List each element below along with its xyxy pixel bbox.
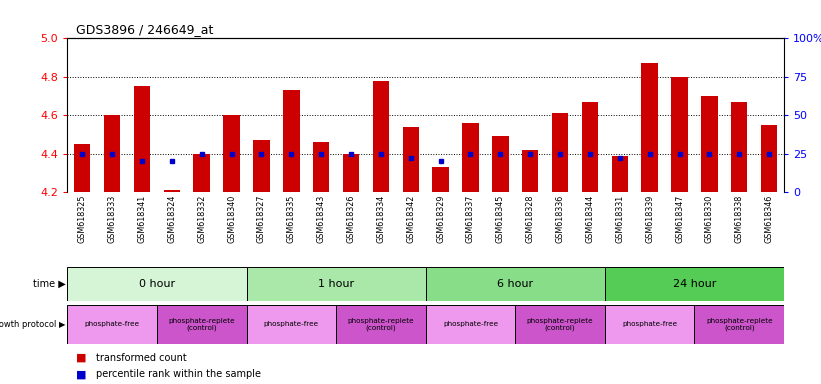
Text: growth protocol ▶: growth protocol ▶: [0, 320, 66, 329]
Bar: [157, 305, 246, 344]
Text: 6 hour: 6 hour: [498, 279, 534, 289]
Bar: [246, 267, 425, 301]
Bar: [516, 305, 605, 344]
Bar: [582, 102, 599, 192]
Bar: [104, 115, 121, 192]
Text: phosphate-free: phosphate-free: [264, 321, 319, 328]
Bar: [373, 81, 389, 192]
Text: 24 hour: 24 hour: [672, 279, 716, 289]
Bar: [194, 154, 210, 192]
Bar: [701, 96, 718, 192]
Text: transformed count: transformed count: [96, 353, 187, 363]
Bar: [731, 102, 747, 192]
Bar: [522, 150, 539, 192]
Bar: [605, 267, 784, 301]
Bar: [223, 115, 240, 192]
Bar: [283, 90, 300, 192]
Bar: [492, 136, 508, 192]
Text: phosphate-free: phosphate-free: [622, 321, 677, 328]
Bar: [462, 123, 479, 192]
Bar: [313, 142, 329, 192]
Bar: [343, 154, 360, 192]
Text: ■: ■: [76, 353, 86, 363]
Bar: [67, 305, 157, 344]
Text: ■: ■: [76, 369, 86, 379]
Bar: [253, 140, 269, 192]
Bar: [425, 305, 516, 344]
Bar: [336, 305, 425, 344]
Text: 1 hour: 1 hour: [318, 279, 354, 289]
Bar: [761, 125, 777, 192]
Bar: [402, 127, 419, 192]
Text: phosphate-free: phosphate-free: [443, 321, 498, 328]
Text: 0 hour: 0 hour: [139, 279, 175, 289]
Bar: [425, 267, 605, 301]
Bar: [74, 144, 90, 192]
Bar: [605, 305, 695, 344]
Bar: [695, 305, 784, 344]
Bar: [672, 77, 688, 192]
Text: phosphate-replete
(control): phosphate-replete (control): [347, 318, 415, 331]
Bar: [433, 167, 449, 192]
Text: percentile rank within the sample: percentile rank within the sample: [96, 369, 261, 379]
Text: phosphate-replete
(control): phosphate-replete (control): [706, 318, 773, 331]
Bar: [552, 113, 568, 192]
Bar: [612, 156, 628, 192]
Bar: [246, 305, 336, 344]
Bar: [67, 267, 246, 301]
Text: phosphate-replete
(control): phosphate-replete (control): [527, 318, 594, 331]
Bar: [163, 190, 180, 192]
Bar: [641, 63, 658, 192]
Text: time ▶: time ▶: [33, 279, 66, 289]
Text: phosphate-free: phosphate-free: [85, 321, 140, 328]
Bar: [134, 86, 150, 192]
Text: phosphate-replete
(control): phosphate-replete (control): [168, 318, 235, 331]
Text: GDS3896 / 246649_at: GDS3896 / 246649_at: [76, 23, 213, 36]
